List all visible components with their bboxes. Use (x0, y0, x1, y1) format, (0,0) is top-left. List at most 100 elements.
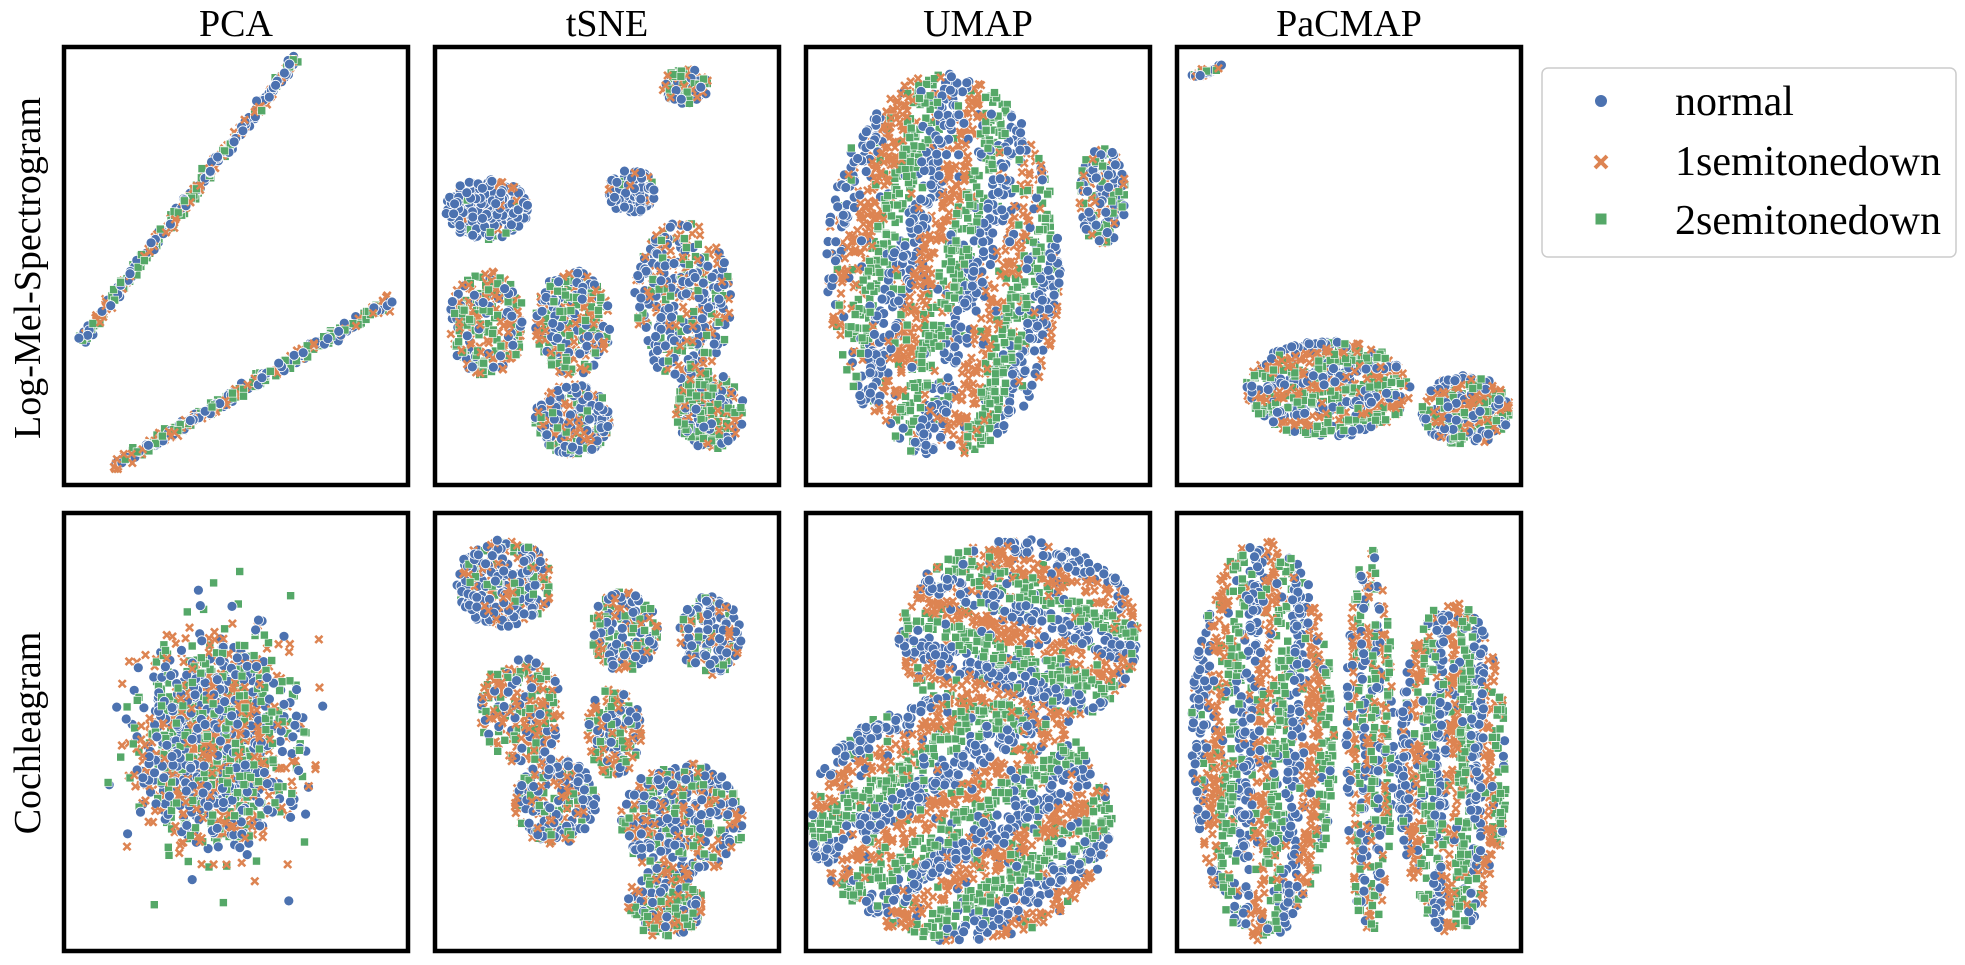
point-normal-1901 (553, 276, 564, 288)
point-2semitonedown-1469 (965, 200, 975, 209)
point-2semitonedown-2002 (851, 372, 861, 381)
point-normal-1704 (1002, 145, 1013, 157)
point-normal-1560 (574, 348, 586, 360)
point-normal-1881 (1032, 320, 1043, 332)
point-2semitonedown-793 (470, 271, 480, 281)
point-2semitonedown-1940 (566, 306, 576, 316)
point-normal-1963 (933, 109, 944, 121)
point-normal-1670 (552, 332, 563, 344)
point-normal-1939 (463, 176, 475, 188)
point-normal-1970 (698, 421, 710, 433)
point-normal-1929 (448, 208, 460, 220)
point-2semitonedown-1797 (865, 307, 875, 317)
point-normal-1993 (655, 275, 667, 287)
point-normal-1861 (680, 288, 692, 300)
point-normal-1851 (466, 361, 478, 373)
point-normal-1556 (495, 350, 506, 362)
point-2semitonedown-2043 (1000, 129, 1010, 138)
point-normal-710 (105, 300, 117, 312)
point-normal-1902 (996, 204, 1008, 216)
point-normal-2051 (854, 390, 866, 401)
point-normal-1926 (609, 191, 620, 203)
point-2semitonedown-1217 (597, 393, 607, 403)
point-normal-1933 (561, 381, 572, 393)
point-normal-1805 (865, 139, 877, 151)
point-2semitonedown-1390 (952, 209, 962, 218)
point-normal-919 (572, 267, 583, 279)
point-2semitonedown-1871 (676, 72, 686, 81)
point-2semitonedown-1161 (720, 335, 729, 344)
row-label-log-mel-spectrogram: Log-Mel-Spectrogram (7, 97, 49, 439)
point-2semitonedown-1835 (1117, 202, 1127, 212)
point-normal-1979 (650, 331, 661, 342)
point-2semitonedown-1795 (850, 310, 860, 319)
point-normal-1889 (446, 296, 458, 308)
point-2semitonedown-1885 (703, 391, 713, 400)
point-2semitonedown-658 (909, 141, 919, 151)
point-normal-2036 (918, 428, 930, 440)
point-normal-1730 (1042, 264, 1054, 276)
point-2semitonedown-2037 (954, 101, 963, 111)
point-normal-1262 (860, 166, 872, 177)
point-2semitonedown-1634 (1041, 214, 1050, 223)
point-normal-1908 (635, 204, 647, 216)
point-normal-1792 (1022, 254, 1034, 266)
point-2semitonedown-1445 (1107, 196, 1117, 206)
point-normal-1915 (959, 297, 971, 309)
point-normal-1649 (955, 321, 967, 333)
point-normal-1935 (1046, 252, 1057, 264)
point-normal-1858 (717, 371, 729, 383)
point-normal-1915 (495, 187, 507, 199)
point-normal-1976 (953, 109, 965, 121)
point-2semitonedown-1856 (887, 211, 896, 221)
point-2semitonedown-1842 (679, 234, 689, 243)
point-2semitonedown-1564 (897, 285, 906, 294)
point-2semitonedown-1985 (962, 245, 972, 254)
point-normal-1746 (722, 435, 734, 447)
point-2semitonedown-1617 (1000, 387, 1009, 396)
point-normal-747 (73, 332, 85, 344)
panel-tsne-log-mel-spectrogram (432, 44, 782, 488)
point-normal-1714 (619, 201, 630, 213)
point-normal-1648 (931, 148, 943, 160)
point-2semitonedown-1397 (930, 74, 939, 83)
point-1semitonedown-128 (836, 330, 846, 340)
point-normal-779 (278, 67, 290, 79)
point-2semitonedown-1974 (1000, 354, 1010, 364)
point-2semitonedown-915 (913, 393, 922, 403)
point-2semitonedown-1550 (905, 157, 915, 166)
point-normal-1994 (449, 198, 461, 210)
point-2semitonedown-1714 (896, 404, 905, 414)
point-2semitonedown-1367 (991, 413, 1001, 423)
point-2semitonedown-1762 (581, 315, 590, 325)
point-2semitonedown-1954 (583, 406, 592, 416)
point-2semitonedown-1824 (488, 329, 497, 338)
point-2semitonedown-1794 (1036, 185, 1045, 195)
point-2semitonedown-1694 (1011, 292, 1021, 302)
point-2semitonedown-1509 (1036, 254, 1046, 264)
point-2semitonedown-1196 (689, 307, 699, 316)
column-title-tsne: tSNE (566, 3, 648, 45)
point-2semitonedown-1998 (1001, 304, 1011, 314)
point-2semitonedown-780 (207, 402, 217, 412)
point-normal-801 (1029, 345, 1040, 357)
point-2semitonedown-1966 (966, 226, 976, 235)
point-2semitonedown-1265 (909, 416, 918, 426)
point-2semitonedown-2055 (975, 189, 985, 199)
point-2semitonedown-1908 (949, 282, 959, 292)
point-2semitonedown-794 (265, 366, 275, 376)
point-2semitonedown-1839 (593, 305, 603, 315)
point-normal-1470 (635, 193, 647, 205)
point-2semitonedown-1450 (987, 160, 997, 169)
point-normal-1273 (655, 312, 667, 323)
point-normal-1883 (994, 173, 1006, 185)
point-normal-2038 (998, 420, 1010, 432)
point-2semitonedown-723 (220, 146, 229, 156)
point-normal-1510 (702, 260, 714, 272)
point-2semitonedown-1968 (960, 259, 969, 269)
point-normal-1606 (706, 271, 718, 283)
point-2semitonedown-1743 (838, 350, 848, 360)
point-2semitonedown-1937 (917, 358, 927, 367)
point-normal-796 (333, 325, 345, 337)
point-2semitonedown-1511 (921, 113, 931, 123)
